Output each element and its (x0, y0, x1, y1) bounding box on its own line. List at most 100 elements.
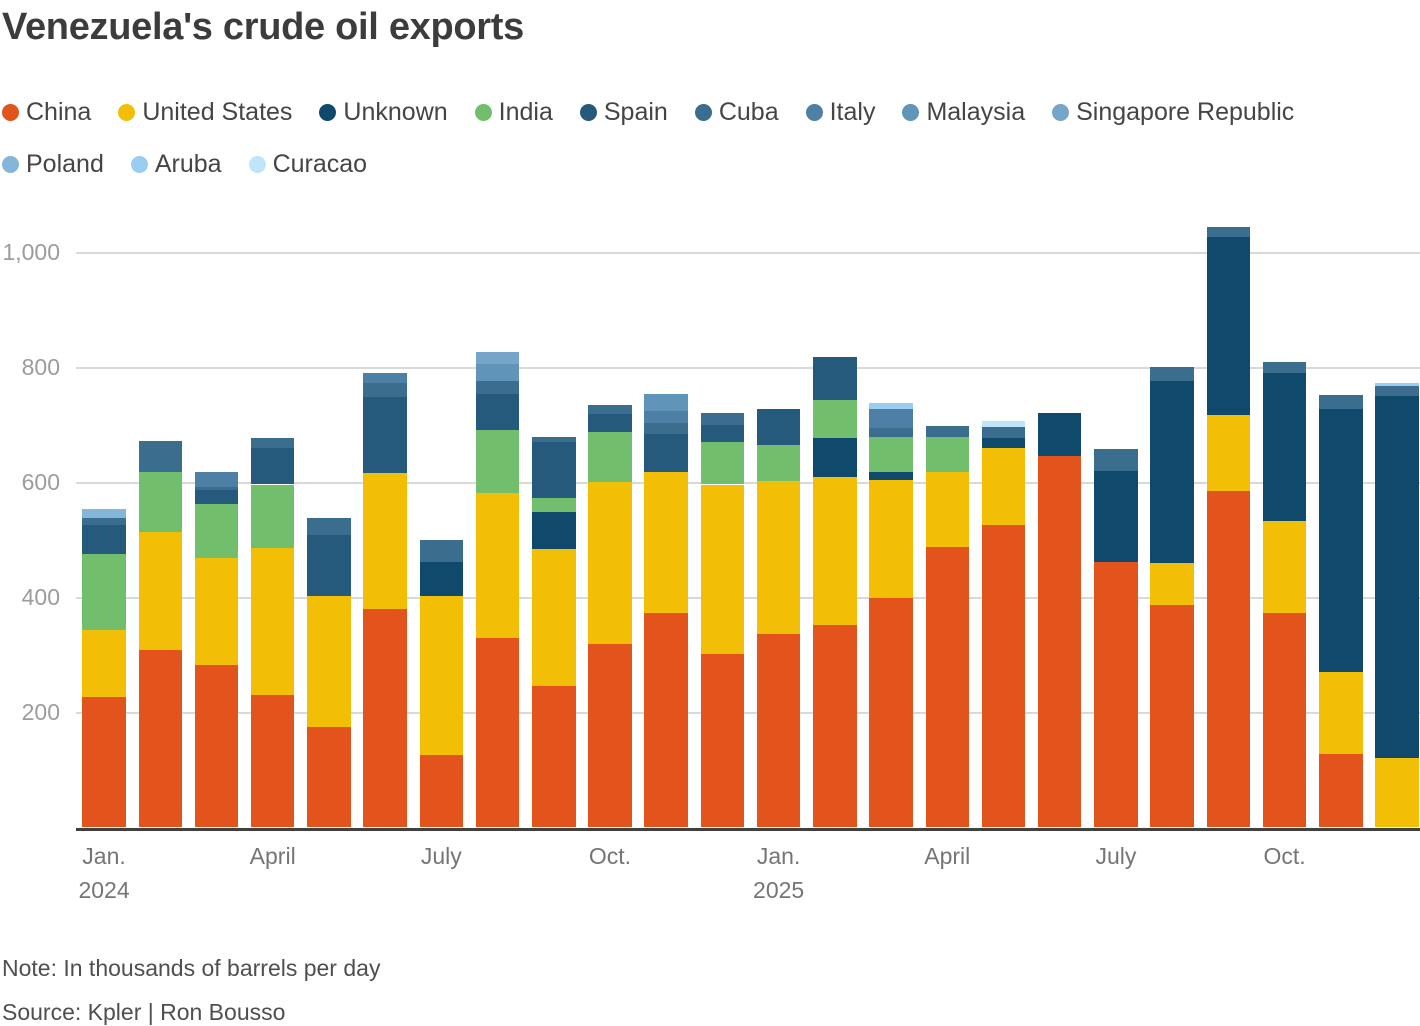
y-axis-label-1000: 1,000 (2, 238, 60, 265)
legend-dot-icon (130, 156, 148, 173)
chart-title: Venezuela's crude oil exports (2, 6, 524, 48)
x-axis-label-oct: Oct. (588, 843, 632, 869)
legend-dot-icon (2, 156, 19, 173)
y-axis-label-600: 600 (21, 468, 60, 495)
source-text: Source: Kpler | Ron Bousso (2, 999, 286, 1025)
legend-item-poland: Poland (2, 150, 104, 179)
bar-aug-2024-malaysia (475, 364, 520, 382)
bar-mar-2025-aruba (869, 403, 913, 410)
bar-feb-2024-india (138, 471, 182, 532)
bar-sep-2024-united-states (532, 548, 576, 686)
bar-aug-2025-united-states (1150, 563, 1194, 605)
bar-feb-2025-unknown (813, 438, 857, 477)
legend-label: United States (142, 98, 293, 126)
bar-aug-2024-singapore-republic (475, 351, 520, 365)
x-axis-year-2024: 2024 (78, 877, 130, 903)
x-axis-label-april: April (249, 843, 296, 869)
x-axis-label-jan2024: Jan. (82, 843, 126, 869)
bar-dec-2024-cuba (700, 412, 745, 425)
bar-may-2025-unknown (981, 437, 1026, 449)
bar-oct-2024-india (588, 432, 632, 483)
legend-label: Malaysia (926, 98, 1026, 126)
bar-july-2025-cuba (1094, 448, 1138, 472)
legend-label: Singapore Republic (1076, 98, 1295, 126)
bar-nov-2024-united-states (644, 471, 688, 614)
legend-label: India (498, 98, 553, 126)
legend-label: Spain (603, 98, 668, 126)
bar-june-2024-cuba (363, 382, 407, 397)
bar-april-2025-india (925, 436, 970, 473)
x-axis-label-april: April (924, 843, 971, 869)
bar-oct-2025-cuba (1262, 362, 1307, 373)
bar-jan-2025-india (756, 445, 801, 482)
bar-aug-2024-china (475, 637, 520, 828)
bar-may-2025-cuba (981, 426, 1026, 438)
x-axis-label-july: July (420, 843, 462, 869)
bar-jan-2025-spain (756, 409, 801, 446)
bar-mar-2024-united-states (194, 557, 239, 665)
legend-dot-icon (805, 104, 823, 121)
bar-nov-2024-malaysia (644, 393, 688, 412)
y-axis-label-200: 200 (21, 698, 60, 725)
bar-april-2025-china (925, 546, 970, 828)
bar-sep-2024-china (532, 685, 576, 828)
bar-dec-2025-unknown (1375, 395, 1419, 758)
legend-item-china: China (2, 98, 91, 127)
bar-april-2024-united-states (250, 548, 295, 696)
bar-sep-2025-china (1206, 491, 1251, 828)
x-axis-label-oct: Oct. (1263, 843, 1306, 869)
bar-dec-2025-united-states (1375, 757, 1419, 828)
bar-mar-2024-china (194, 664, 239, 828)
x-axis-year-2025: 2025 (753, 877, 805, 903)
legend-item-india: India (474, 98, 553, 127)
legend-item-unknown: Unknown (319, 98, 448, 127)
bar-july-2024-china (419, 754, 464, 828)
bar-feb-2025-spain (813, 357, 857, 400)
x-axis-label-jan2025: Jan. (756, 843, 801, 869)
bar-nov-2025-cuba (1319, 394, 1363, 409)
legend-dot-icon (579, 104, 597, 121)
bar-sep-2024-spain (532, 441, 576, 498)
bar-mar-2025-cuba (869, 428, 913, 437)
bar-mar-2024-india (194, 504, 239, 558)
bar-june-2025-unknown (1037, 413, 1082, 457)
x-axis-line (76, 827, 1420, 831)
gridline-200 (76, 711, 1420, 714)
legend-dot-icon (319, 104, 337, 121)
bar-may-2025-china (981, 525, 1026, 828)
bar-may-2025-curacao (981, 421, 1026, 427)
bar-jan-2024-united-states (82, 630, 126, 697)
bar-mar-2025-india (869, 436, 913, 473)
legend-label: Cuba (718, 98, 779, 126)
bar-nov-2025-unknown (1319, 408, 1363, 673)
bar-may-2024-united-states (307, 596, 351, 728)
bar-mar-2025-italy (869, 409, 913, 429)
bar-dec-2025-aruba (1375, 383, 1419, 387)
bar-sep-2024-cuba (532, 436, 576, 442)
bar-jan-2025-united-states (756, 481, 801, 635)
bar-aug-2024-india (475, 430, 520, 493)
bar-june-2025-china (1037, 456, 1082, 828)
bar-oct-2024-spain (588, 413, 632, 433)
bar-jan-2024-cuba (82, 517, 126, 526)
bar-april-2024-india (250, 484, 295, 549)
bar-oct-2025-unknown (1262, 372, 1307, 521)
bar-july-2024-unknown (419, 561, 464, 597)
bar-sep-2024-unknown (532, 512, 576, 549)
bar-april-2025-cuba (925, 426, 970, 437)
bar-april-2025-united-states (925, 472, 970, 547)
gridline-1000 (76, 251, 1420, 254)
y-axis-label-400: 400 (21, 583, 60, 610)
bar-dec-2024-china (700, 654, 745, 828)
bar-jan-2024-spain (82, 525, 126, 555)
bar-july-2024-united-states (419, 596, 464, 755)
bar-jan-2024-india (82, 554, 126, 631)
legend-dot-icon (248, 156, 266, 173)
legend-item-united-states: United States (118, 98, 292, 127)
legend-item-aruba: Aruba (130, 150, 222, 179)
bar-may-2024-cuba (307, 517, 351, 536)
legend-dot-icon (474, 104, 492, 121)
bar-mar-2024-italy (194, 472, 239, 488)
